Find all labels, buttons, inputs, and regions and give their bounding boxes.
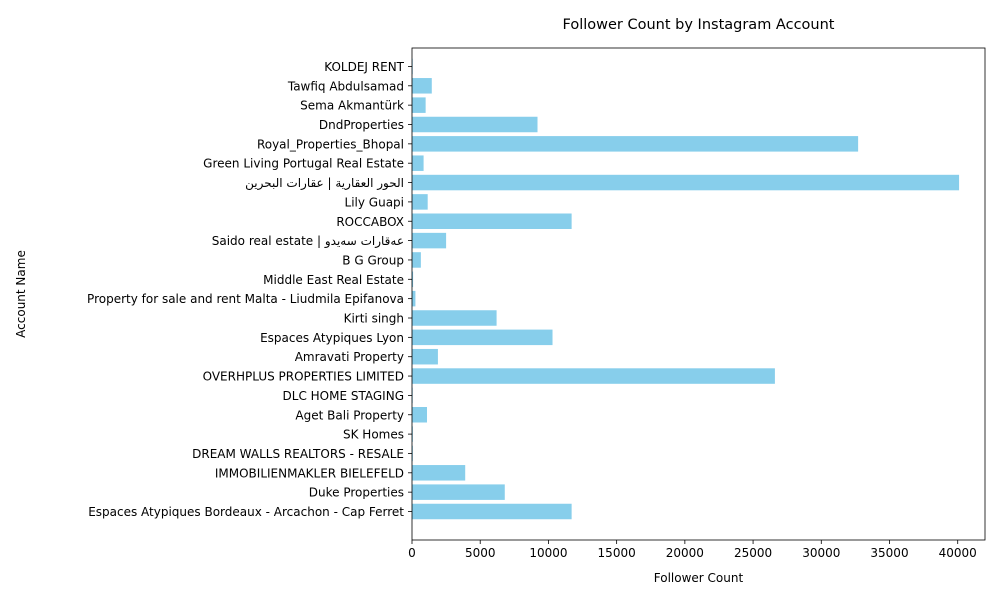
bar <box>412 194 428 210</box>
bar <box>412 407 428 423</box>
bar <box>412 136 859 152</box>
x-axis-ticks: 0 5000 10000 15000 20000 25000 30000 35000 40000 <box>408 540 977 560</box>
y-tick-label: الحور العقارية | عقارات البحرين <box>245 176 404 191</box>
bar <box>412 271 414 288</box>
y-tick-label: KOLDEJ RENT <box>324 60 404 74</box>
x-axis-title: Follower Count <box>654 571 744 585</box>
y-tick-label: Tawfiq Abdulsamad <box>287 79 404 93</box>
y-tick-label: Aget Bali Property <box>295 408 404 422</box>
y-tick-label: B G Group <box>342 253 404 267</box>
y-axis-ticks: Espaces Atypiques Bordeaux - Arcachon - … <box>87 60 412 519</box>
y-tick-label: Amravati Property <box>295 350 404 364</box>
bar <box>412 232 447 249</box>
y-tick-label: Lily Guapi <box>345 195 404 209</box>
chart-title: Follower Count by Instagram Account <box>563 17 835 33</box>
bar <box>412 290 416 307</box>
y-tick-label: Kirti singh <box>344 312 404 326</box>
bar <box>412 426 413 442</box>
x-tick-label: 15000 <box>598 546 636 560</box>
bar <box>412 465 466 481</box>
x-tick-label: 30000 <box>802 546 840 560</box>
y-tick-label: Royal_Properties_Bhopal <box>257 137 404 151</box>
x-tick-label: 25000 <box>734 546 772 560</box>
y-tick-label: Saido real estate | عەقارات سەیدو <box>212 234 404 249</box>
bar <box>412 116 538 133</box>
x-tick-label: 10000 <box>529 546 567 560</box>
y-tick-label: DREAM WALLS REALTORS - RESALE <box>192 447 404 461</box>
y-tick-label: Property for sale and rent Malta - Liudm… <box>87 292 404 306</box>
bar <box>412 503 572 520</box>
y-tick-label: SK Homes <box>343 428 404 442</box>
bars-group <box>412 58 960 520</box>
bar <box>412 484 505 500</box>
y-tick-label: DLC HOME STAGING <box>283 389 404 403</box>
bar <box>412 78 432 94</box>
y-tick-label: Espaces Atypiques Bordeaux - Arcachon - … <box>88 505 404 519</box>
x-tick-label: 5000 <box>465 546 496 560</box>
bar <box>412 368 775 384</box>
bar <box>412 445 413 462</box>
bar <box>412 174 960 191</box>
y-tick-label: OVERHPLUS PROPERTIES LIMITED <box>203 370 404 384</box>
y-tick-label: ROCCABOX <box>336 215 404 229</box>
x-tick-label: 0 <box>408 546 416 560</box>
bar <box>412 213 572 229</box>
y-tick-label: Middle East Real Estate <box>263 273 404 287</box>
plot-frame <box>411 47 986 541</box>
y-axis-title: Account Name <box>14 250 28 338</box>
bar <box>412 97 426 113</box>
y-tick-label: Duke Properties <box>309 486 404 500</box>
bar <box>412 252 421 268</box>
y-tick-label: Green Living Portugal Real Estate <box>203 157 404 171</box>
bar <box>412 348 438 365</box>
y-tick-label: Espaces Atypiques Lyon <box>260 331 404 345</box>
x-tick-label: 40000 <box>939 546 977 560</box>
bar <box>412 310 497 326</box>
x-tick-label: 35000 <box>870 546 908 560</box>
y-tick-label: Sema Akmantürk <box>300 99 404 113</box>
bar <box>412 329 553 346</box>
x-tick-label: 20000 <box>666 546 704 560</box>
bar <box>412 155 424 171</box>
y-tick-label: IMMOBILIENMAKLER BIELEFELD <box>215 466 404 480</box>
y-tick-label: DndProperties <box>319 118 404 132</box>
